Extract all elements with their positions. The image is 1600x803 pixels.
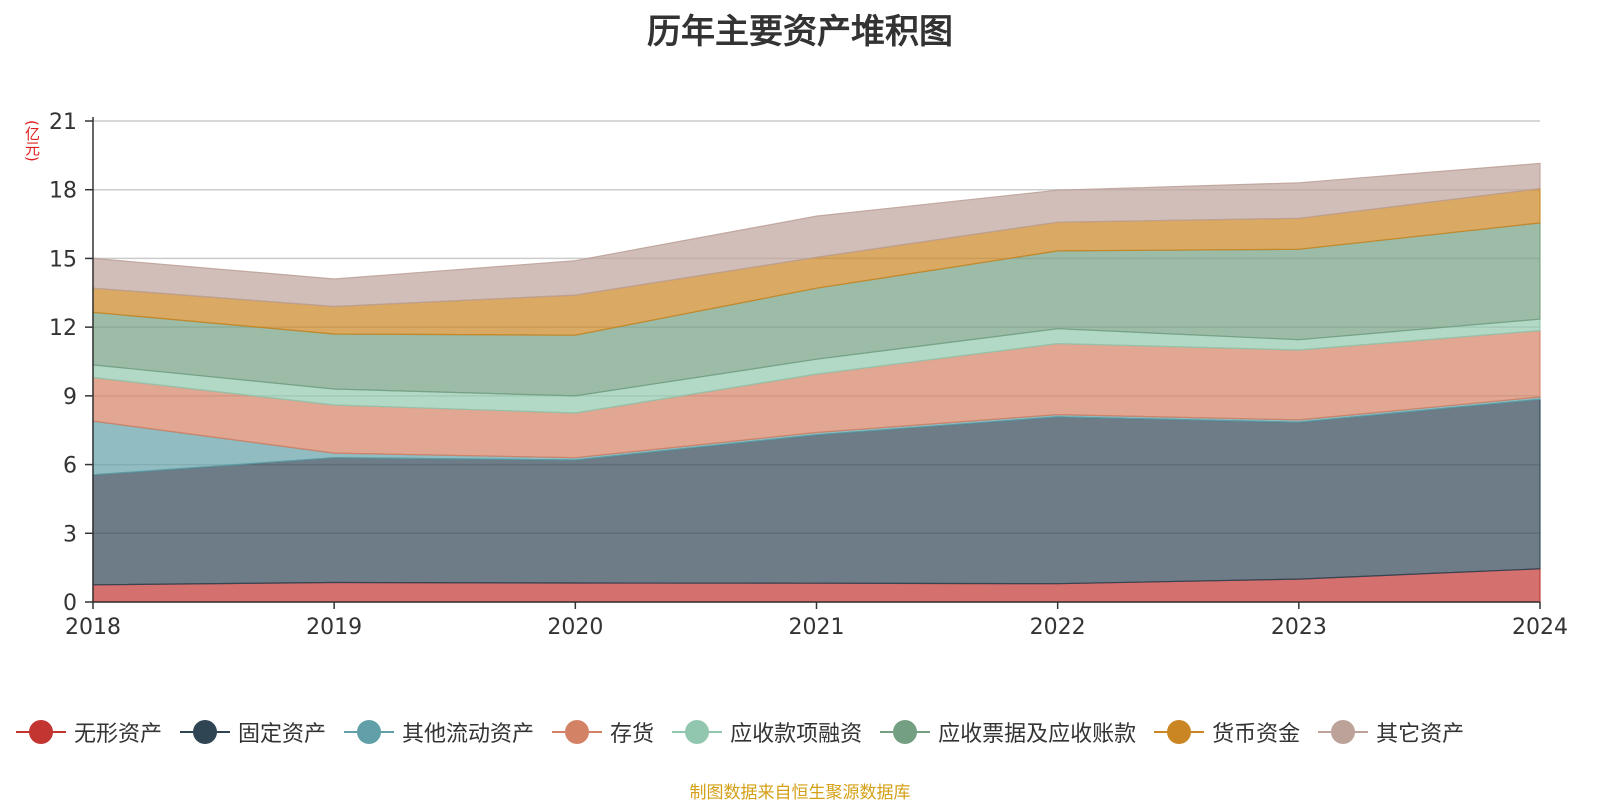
legend-marker-icon xyxy=(880,720,931,744)
chart-title: 历年主要资产堆积图 xyxy=(647,12,953,52)
y-tick-label: 3 xyxy=(63,522,77,547)
legend-marker-icon xyxy=(1154,720,1205,744)
x-tick-label: 2019 xyxy=(306,615,362,640)
y-tick-label: 6 xyxy=(63,454,77,479)
legend-marker-icon xyxy=(180,720,231,744)
y-tick-label: 9 xyxy=(63,385,77,410)
legend-item[interactable]: 存货 xyxy=(552,716,654,748)
legend-dot xyxy=(1167,720,1192,744)
axes: 0 3 6 9 12 15 18 21 2018 2019 2020 2021 2022 2023 2024 xyxy=(49,110,1568,640)
legend-dot xyxy=(685,720,710,744)
legend-marker-icon xyxy=(552,720,603,744)
legend-marker-icon xyxy=(344,720,395,744)
y-tick-label: 18 xyxy=(49,179,77,204)
legend-dot xyxy=(193,720,218,744)
legend: 无形资产 固定资产 其他流动资产 存货 应收款项融资 应收票据及应收账款 货币资金 其它资产 xyxy=(16,716,1482,748)
y-axis-unit-label: (亿元) xyxy=(23,120,41,162)
legend-label: 其他流动资产 xyxy=(402,722,535,747)
legend-item[interactable]: 货币资金 xyxy=(1154,716,1300,748)
y-tick-label: 0 xyxy=(63,591,77,616)
y-tick-label: 15 xyxy=(49,247,77,272)
legend-label: 应收款项融资 xyxy=(730,722,863,747)
legend-label: 应收票据及应收账款 xyxy=(938,722,1137,747)
legend-marker-icon xyxy=(672,720,723,744)
y-tick-label: 21 xyxy=(49,110,77,135)
legend-marker-icon xyxy=(1318,720,1369,744)
legend-label: 固定资产 xyxy=(238,722,327,747)
x-tick-label: 2022 xyxy=(1030,615,1086,640)
legend-item[interactable]: 应收款项融资 xyxy=(672,716,862,748)
area-series-8 xyxy=(92,162,1541,308)
legend-item[interactable]: 无形资产 xyxy=(16,716,162,748)
data-source-note: 制图数据来自恒生聚源数据库 xyxy=(689,783,911,803)
legend-dot xyxy=(893,720,918,744)
legend-item[interactable]: 固定资产 xyxy=(180,716,326,748)
legend-label: 无形资产 xyxy=(74,722,163,747)
legend-item[interactable]: 应收票据及应收账款 xyxy=(880,716,1136,748)
x-tick-label: 2020 xyxy=(547,615,603,640)
legend-label: 存货 xyxy=(610,722,655,747)
legend-dot xyxy=(29,720,53,744)
legend-label: 货币资金 xyxy=(1212,722,1301,747)
x-tick-label: 2024 xyxy=(1512,615,1568,640)
legend-label: 其它资产 xyxy=(1376,722,1465,747)
legend-marker-icon xyxy=(16,720,66,744)
y-tick-label: 12 xyxy=(49,316,77,341)
x-tick-label: 2023 xyxy=(1271,615,1327,640)
legend-dot xyxy=(565,720,590,744)
x-tick-label: 2018 xyxy=(65,615,121,640)
area-series-group xyxy=(92,162,1541,603)
legend-item[interactable]: 其它资产 xyxy=(1318,716,1464,748)
x-tick-label: 2021 xyxy=(789,615,845,640)
legend-dot xyxy=(357,720,382,744)
legend-dot xyxy=(1331,720,1356,744)
legend-item[interactable]: 其他流动资产 xyxy=(344,716,534,748)
